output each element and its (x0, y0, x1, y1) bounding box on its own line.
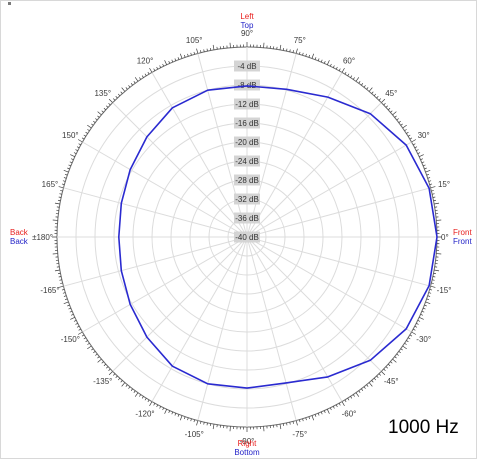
corner-mark (8, 2, 11, 5)
angle-tick-label: 15° (438, 180, 450, 189)
db-label-bg (234, 174, 260, 186)
direction-label-right: Front (453, 228, 472, 237)
db-tick-label: -28 dB (235, 176, 259, 185)
grid-radial (197, 236, 248, 421)
direction-label-left: Back (10, 237, 29, 246)
direction-label-left: Back (10, 228, 29, 237)
grid-radial (246, 236, 343, 402)
angle-tick-label: -120° (135, 410, 154, 419)
db-tick-label: -40 dB (235, 233, 259, 242)
grid-radial (246, 102, 382, 238)
angle-tick-label: -150° (61, 335, 80, 344)
angle-tick-label: 90° (241, 29, 253, 38)
angle-tick-label: 105° (186, 36, 203, 45)
angle-tick-label: 165° (42, 180, 59, 189)
grid-radial (246, 236, 412, 333)
grid-radial (246, 236, 431, 287)
angle-tick-label: -15° (437, 286, 452, 295)
angle-tick-label: 45° (385, 89, 397, 98)
grid-radial (246, 72, 343, 238)
angle-tick-label: 0° (441, 233, 449, 242)
grid-radial (151, 236, 248, 402)
grid-radial (246, 187, 431, 238)
angle-tick-label: -165° (40, 286, 59, 295)
direction-label-bottom: Right (238, 439, 257, 448)
angle-tick-label: -75° (292, 430, 307, 439)
grid-radial (151, 72, 248, 238)
db-label-bg (234, 155, 260, 167)
grid-radial (197, 53, 248, 238)
angle-tick-label: 60° (343, 56, 355, 65)
angle-tick-label: -30° (416, 335, 431, 344)
angle-tick-label: -90° (240, 437, 255, 446)
db-label-bg (234, 212, 260, 224)
db-tick-label: -24 dB (235, 157, 259, 166)
degree-ticks (52, 42, 442, 432)
grid-radial (246, 141, 412, 238)
direction-label-top: Left (240, 12, 254, 21)
db-label-bg (234, 231, 260, 243)
db-label-bg (234, 117, 260, 129)
direction-label-bottom: Bottom (234, 448, 260, 457)
grid-radial (112, 102, 248, 238)
angle-tick-label: -105° (185, 430, 204, 439)
db-label-bg (234, 98, 260, 110)
angle-tick-label: 150° (62, 131, 79, 140)
angle-tick-label: 75° (294, 36, 306, 45)
db-tick-label: -12 dB (235, 100, 259, 109)
grid-radial (63, 236, 248, 287)
direction-label-right: Front (453, 237, 472, 246)
db-tick-label: -4 dB (237, 62, 256, 71)
db-label-bg (234, 136, 260, 148)
grid-radial (112, 236, 248, 372)
db-label-bg (234, 60, 260, 72)
db-label-bg (234, 193, 260, 205)
angle-tick-label: -45° (384, 377, 399, 386)
frequency-label: 1000 Hz (388, 417, 459, 438)
grid-radial (63, 187, 248, 238)
grid-radial (246, 236, 382, 372)
db-tick-label: -36 dB (235, 214, 259, 223)
grid-radial (82, 141, 248, 238)
angle-tick-label: -135° (93, 377, 112, 386)
db-tick-label: -20 dB (235, 138, 259, 147)
polar-series-line (118, 85, 438, 389)
angle-tick-label: 120° (137, 56, 154, 65)
grid-radial (82, 236, 248, 333)
angle-tick-label: 135° (94, 89, 111, 98)
db-tick-label: -16 dB (235, 119, 259, 128)
db-tick-label: -32 dB (235, 195, 259, 204)
grid-radial (246, 236, 297, 421)
angle-tick-label: 30° (418, 131, 430, 140)
db-label-bg (234, 79, 260, 91)
grid-radial (246, 53, 297, 238)
direction-label-top: Top (241, 21, 254, 30)
angle-tick-label: ±180° (32, 233, 53, 242)
angle-tick-label: -60° (342, 410, 357, 419)
